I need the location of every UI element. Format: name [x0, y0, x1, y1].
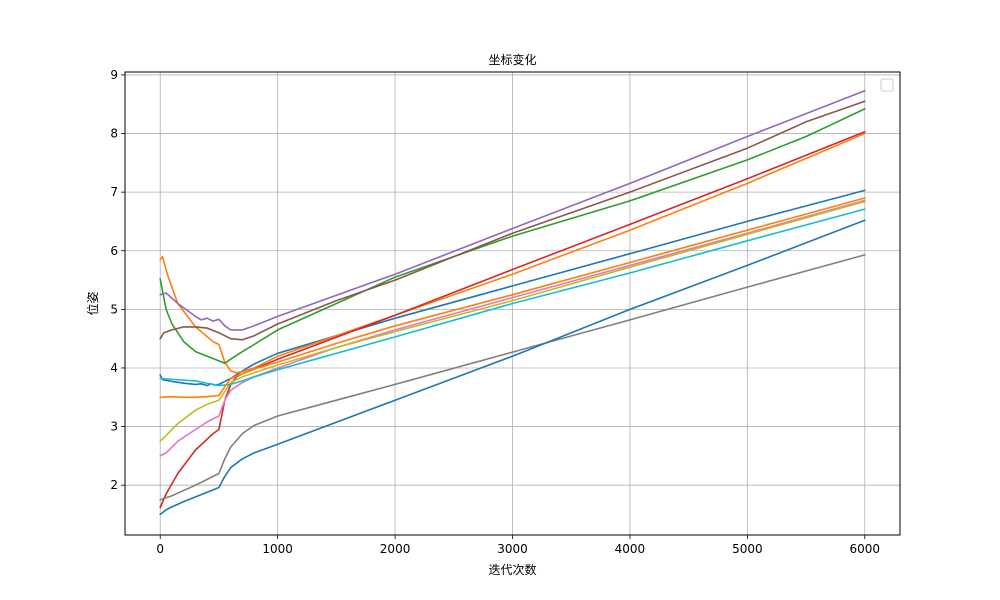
- x-tick-label: 5000: [732, 542, 763, 556]
- series-lines: [159, 90, 866, 516]
- series-line-6: [159, 100, 866, 341]
- series-line-7: [159, 199, 866, 457]
- y-tick-label: 6: [110, 244, 118, 258]
- y-axis-label: 位姿: [85, 291, 100, 315]
- series-line-3: [159, 108, 866, 365]
- series-line-8: [159, 254, 866, 501]
- x-tick-label: 0: [156, 542, 164, 556]
- x-tick-label: 6000: [849, 542, 880, 556]
- x-tick-label: 1000: [262, 542, 293, 556]
- x-axis-label: 迭代次数: [488, 562, 536, 577]
- y-tick-label: 8: [110, 127, 118, 141]
- y-tick-label: 4: [110, 361, 118, 375]
- chart-title: 坐标变化: [488, 52, 536, 67]
- legend-box: [880, 78, 894, 92]
- y-tick-label: 5: [110, 302, 118, 316]
- y-tick-label: 7: [110, 185, 118, 199]
- x-tick-label: 2000: [380, 542, 411, 556]
- series-line-11: [159, 219, 866, 516]
- series-line-12: [159, 197, 866, 399]
- series-line-10: [159, 208, 866, 387]
- series-line-2: [159, 132, 866, 374]
- axis-ticks: 0 1000 2000 3000 4000 5000 6000 2 3 4 5 6 7 8 9: [110, 68, 880, 556]
- x-tick-label: 4000: [615, 542, 646, 556]
- series-line-5: [159, 90, 866, 331]
- y-tick-label: 2: [110, 478, 118, 492]
- x-tick-label: 3000: [497, 542, 528, 556]
- y-tick-label: 3: [110, 420, 118, 434]
- y-tick-label: 9: [110, 68, 118, 82]
- series-line-1: [159, 189, 866, 387]
- grid-lines: [125, 72, 900, 535]
- series-line-9: [159, 200, 866, 442]
